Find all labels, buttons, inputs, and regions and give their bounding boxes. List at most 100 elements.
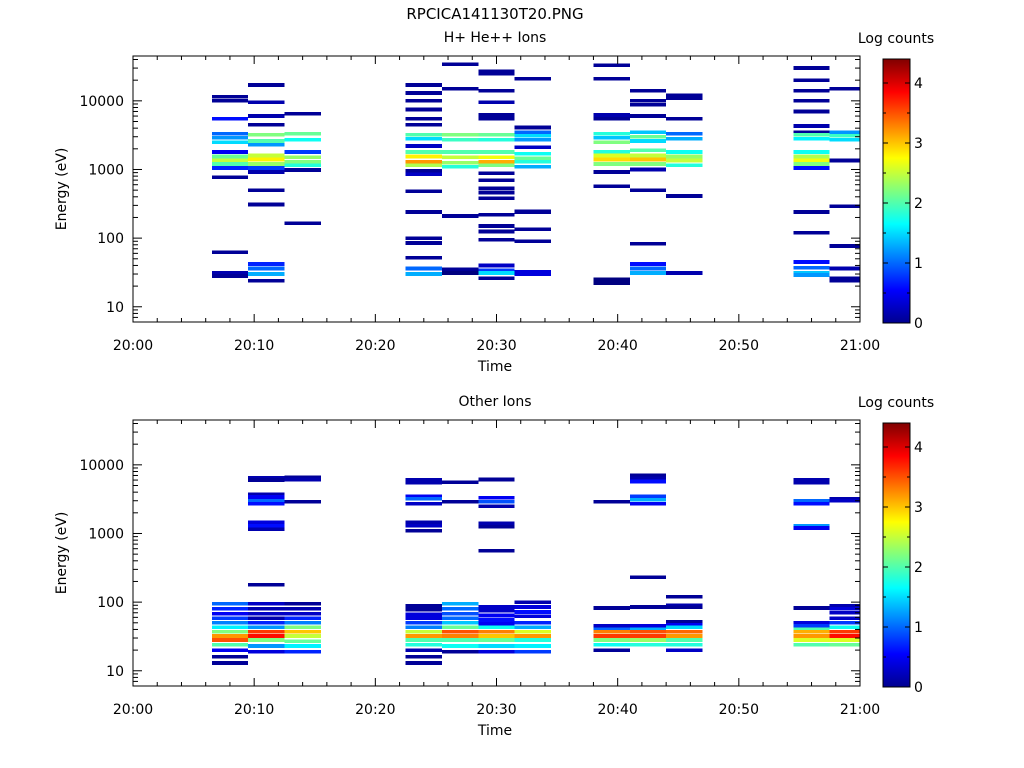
heatmap-cell	[514, 270, 552, 274]
heatmap-cell	[248, 266, 285, 271]
heatmap-cell	[793, 98, 830, 103]
heatmap-cell	[793, 66, 830, 70]
heatmap-cell	[793, 273, 830, 277]
heatmap-cell	[211, 154, 249, 159]
heatmap-cell	[284, 168, 321, 172]
heatmap-cell	[793, 132, 830, 137]
heatmap-cell	[629, 167, 667, 172]
heatmap-cell	[478, 548, 515, 553]
heatmap-cell	[593, 606, 630, 610]
heatmap-cell	[405, 502, 442, 506]
heatmap-cell	[248, 620, 285, 625]
heatmap-cell	[441, 601, 479, 606]
heatmap-cell	[666, 625, 703, 630]
heatmap-cell	[514, 151, 552, 156]
heatmap-cell	[593, 648, 630, 652]
heatmap-cell	[829, 86, 860, 91]
heatmap-cell	[248, 649, 285, 654]
heatmap-cell	[211, 611, 249, 616]
heatmap-cell	[211, 166, 249, 170]
heatmap-cell	[211, 135, 249, 140]
heatmap-cell	[441, 150, 479, 154]
heatmap-cell	[405, 83, 442, 87]
heatmap-cell	[593, 150, 630, 154]
heatmap-cell	[829, 498, 860, 503]
heatmap-cell	[478, 88, 515, 93]
heatmap-cell	[514, 605, 552, 609]
y-tick-label: 100	[97, 231, 124, 247]
heatmap-cell	[478, 132, 515, 137]
heatmap-cell	[593, 157, 630, 162]
colorbar-tick-label: 4	[914, 76, 923, 92]
heatmap-cell	[211, 162, 249, 166]
heatmap-cell	[478, 69, 515, 74]
heatmap-cell	[793, 158, 830, 163]
heatmap-cell	[629, 157, 667, 162]
heatmap-cell	[248, 100, 285, 105]
heatmap-cell	[793, 606, 830, 610]
heatmap-cell	[478, 499, 515, 504]
heatmap-cell	[793, 260, 830, 264]
heatmap-cell	[441, 620, 479, 625]
heatmap-cell	[666, 158, 703, 163]
heatmap-cell	[593, 499, 630, 504]
heatmap-cell	[593, 170, 630, 174]
heatmap-cell	[211, 150, 249, 154]
heatmap-cell	[478, 524, 515, 529]
heatmap-cell	[666, 194, 703, 198]
heatmap-cell	[478, 171, 515, 176]
heatmap-cell	[284, 601, 321, 606]
heatmap-cell	[629, 634, 667, 638]
heatmap-cell	[829, 130, 860, 134]
heatmap-cell	[478, 186, 515, 191]
y-axis: 10 100 1000 10000	[79, 423, 860, 687]
heatmap-cell	[248, 644, 285, 648]
heatmap-cell	[248, 272, 285, 276]
heatmap-cell	[478, 625, 515, 630]
heatmap-cell	[405, 648, 442, 652]
heatmap-cell	[248, 162, 285, 166]
heatmap-cell	[793, 523, 830, 528]
heatmap-cell	[793, 629, 830, 634]
heatmap-cell	[248, 523, 285, 528]
heatmap-cell	[248, 616, 285, 621]
heatmap-cell	[211, 606, 249, 611]
x-tick-label: 20:50	[719, 338, 759, 354]
heatmap-cell	[629, 139, 667, 143]
colorbar	[882, 58, 911, 324]
x-tick-label: 20:30	[476, 702, 516, 718]
heatmap-cell	[211, 661, 249, 665]
heatmap-cell	[514, 76, 552, 81]
heatmap-cell	[211, 250, 249, 255]
heatmap-cell	[514, 272, 552, 276]
heatmap-cell	[478, 237, 515, 242]
heatmap-cell	[793, 78, 830, 83]
heatmap-cell	[829, 138, 860, 142]
heatmap-cell	[793, 624, 830, 628]
heatmap-cell	[248, 638, 285, 642]
y-axis-label: Energy (eV)	[54, 148, 70, 231]
heatmap-cell	[478, 496, 515, 500]
heatmap-cell	[666, 619, 703, 624]
heatmap-cell	[248, 520, 285, 525]
heatmap-cell	[829, 634, 860, 638]
heatmap-cell	[248, 142, 285, 147]
heatmap-cell	[405, 241, 442, 245]
heatmap-cell	[211, 601, 249, 606]
heatmap-cell	[666, 136, 703, 141]
heatmap-cell	[629, 188, 667, 193]
x-tick-label: 21:00	[840, 702, 880, 718]
heatmap-cell	[593, 624, 630, 628]
heatmap-cell	[793, 620, 830, 625]
heatmap-cell	[248, 153, 285, 158]
heatmap-cell	[593, 135, 630, 140]
heatmap-cell	[284, 111, 321, 116]
heatmap-cell	[793, 638, 830, 642]
heatmap-cell	[666, 648, 703, 652]
heatmap-cell	[405, 189, 442, 194]
x-tick-label: 20:40	[597, 702, 637, 718]
heatmap-cell	[629, 134, 667, 139]
heatmap-cell	[829, 158, 860, 163]
y-tick-label: 100	[97, 595, 124, 611]
heatmap-cell	[629, 266, 667, 271]
